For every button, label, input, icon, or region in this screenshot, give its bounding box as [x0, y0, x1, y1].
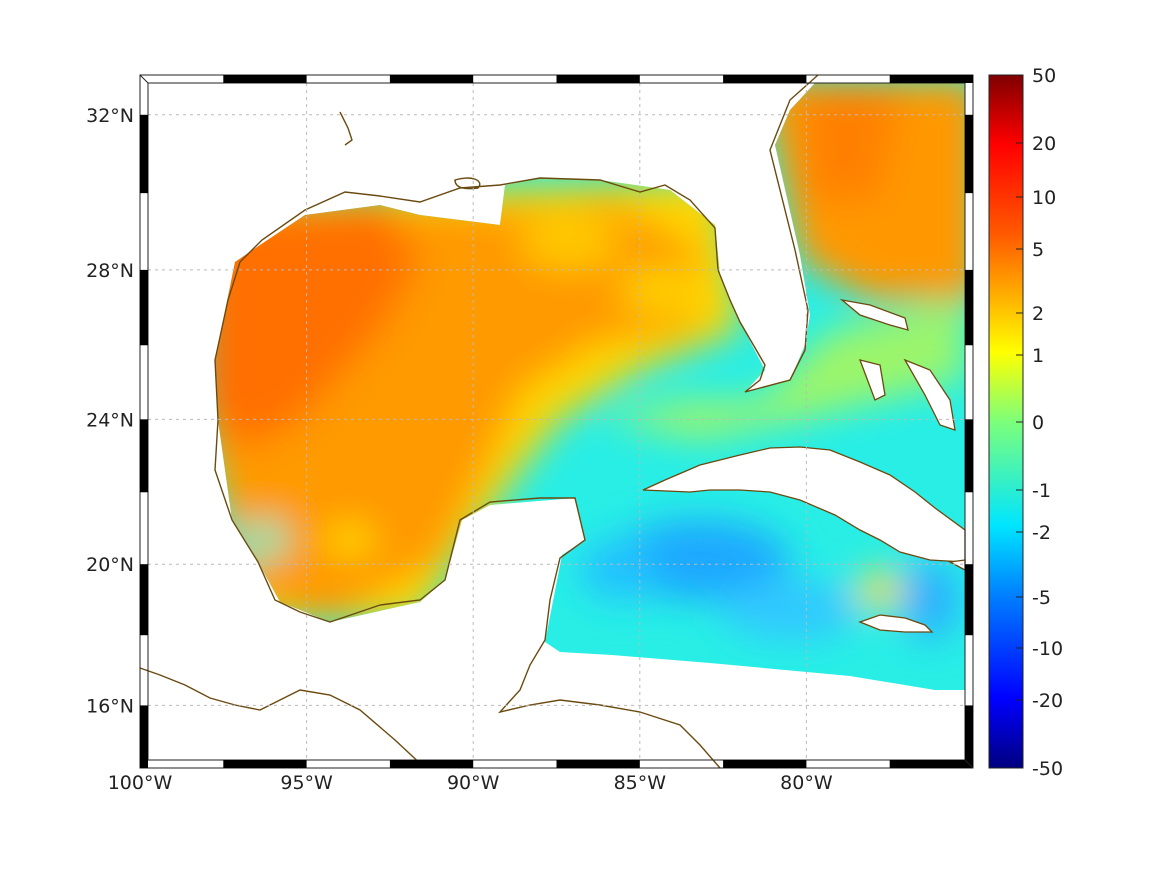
- colorbar-tick-label: 5: [1032, 239, 1044, 261]
- lat-tick-label: 28°N: [86, 260, 134, 282]
- frame-segment: [223, 760, 307, 768]
- colorbar-tick-label: 20: [1032, 133, 1056, 155]
- lon-tick-label: 100°W: [108, 772, 173, 794]
- data-field: [215, 83, 965, 690]
- lat-tick-label: 32°N: [86, 105, 134, 127]
- frame-segment: [965, 114, 973, 194]
- axis-tick-labels: 100°W 95°W 90°W 85°W 80°W 32°N 28°N 24°N 20°N 16°…: [86, 105, 833, 794]
- colorbar-tick-label: -1: [1032, 480, 1051, 502]
- frame-segment: [140, 269, 148, 346]
- colorbar-tick-label: 10: [1032, 187, 1056, 209]
- frame-segment: [723, 760, 807, 768]
- frame-segment: [389, 760, 474, 768]
- jamaica: [858, 614, 934, 633]
- colorbar-tick-label: -20: [1032, 690, 1063, 712]
- lat-tick-label: 20°N: [86, 554, 134, 576]
- frame-segment: [140, 114, 148, 194]
- frame-segment: [223, 75, 307, 83]
- frame-segment: [965, 269, 973, 346]
- lat-tick-label: 24°N: [86, 409, 134, 431]
- frame-segment: [556, 760, 640, 768]
- frame-segment: [556, 75, 640, 83]
- lon-tick-label: 90°W: [447, 772, 500, 794]
- frame-corner: [139, 74, 149, 84]
- colorbar-tick-label: 0: [1032, 412, 1044, 434]
- frame-segment: [889, 75, 973, 83]
- frame-segment: [723, 75, 807, 83]
- frame-segment: [889, 760, 973, 768]
- frame-segment: [140, 419, 148, 493]
- frame-segment: [965, 419, 973, 493]
- frame-corner: [964, 759, 974, 769]
- frame-segment: [965, 564, 973, 636]
- colorbar-tick-label: -2: [1032, 522, 1051, 544]
- frame-segment: [140, 705, 148, 768]
- frame-segment: [389, 75, 474, 83]
- coastline: [139, 74, 819, 769]
- lon-tick-label: 80°W: [780, 772, 833, 794]
- colorbar-tick-label: -10: [1032, 638, 1063, 660]
- map-frame: [139, 74, 974, 769]
- colorbar-tick-label: -50: [1032, 758, 1063, 780]
- lat-tick-label: 16°N: [86, 695, 134, 717]
- colorbar-tick-label: 50: [1032, 65, 1056, 87]
- lon-tick-label: 85°W: [614, 772, 667, 794]
- colorbar-tick-label: -5: [1032, 587, 1051, 609]
- frame-segment: [140, 564, 148, 636]
- grid-lines: [148, 83, 965, 760]
- colorbar-tick-label: 1: [1032, 345, 1044, 367]
- frame-segment: [965, 705, 973, 768]
- colorbar-tick-label: 2: [1032, 303, 1044, 325]
- bahamas: [839, 298, 956, 431]
- land: [642, 298, 966, 633]
- lon-tick-label: 95°W: [280, 772, 333, 794]
